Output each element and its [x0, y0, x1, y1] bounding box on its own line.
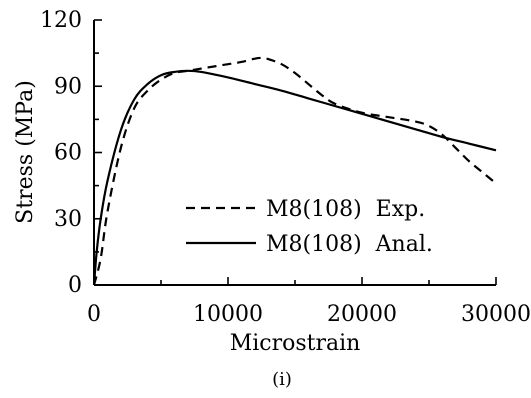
legend: M8(108) Exp. M8(108) Anal.: [186, 197, 433, 257]
y-tick-label: 90: [54, 74, 82, 99]
figure-caption: (i): [272, 369, 292, 390]
x-tick-label: 30000: [461, 302, 531, 327]
y-tick-label: 60: [54, 141, 82, 166]
y-tick-label: 120: [40, 8, 82, 33]
y-tick-label: 0: [68, 273, 82, 298]
axes: 0 30 60 90 120 0 10000 20000 30000: [40, 8, 531, 327]
x-tick-label: 0: [87, 302, 101, 327]
x-axis-label: Microstrain: [230, 331, 361, 356]
y-axis-label: Stress (MPa): [13, 80, 38, 224]
legend-label: M8(108) Anal.: [266, 232, 433, 257]
x-tick-label: 20000: [327, 302, 397, 327]
y-tick-label: 30: [54, 207, 82, 232]
legend-label: M8(108) Exp.: [266, 197, 425, 222]
x-tick-label: 10000: [193, 302, 263, 327]
